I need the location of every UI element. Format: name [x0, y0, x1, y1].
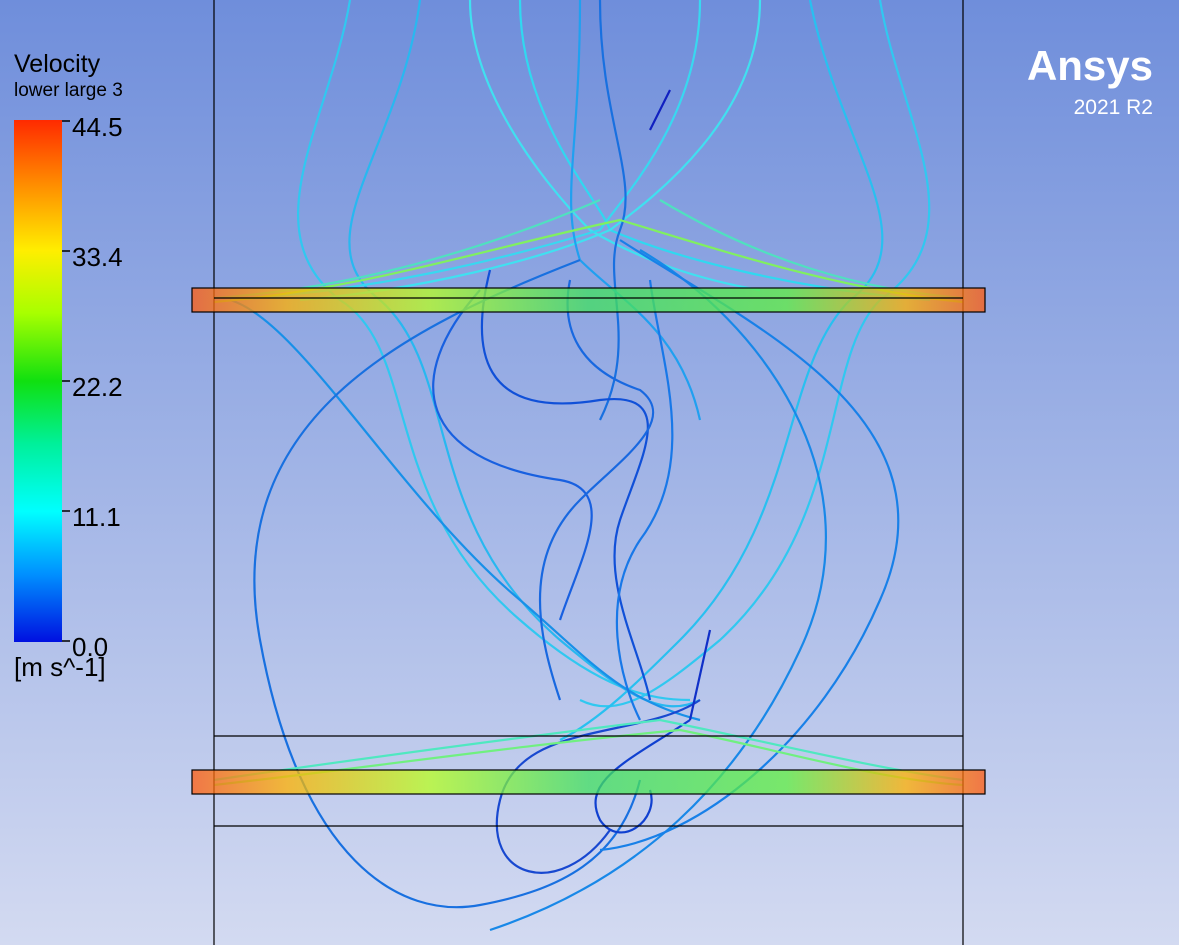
lower-plate	[192, 770, 985, 794]
tick-label: 44.5	[72, 112, 123, 143]
page: {"legend": {"title": "Velocity", "variab…	[0, 0, 1179, 945]
background	[0, 0, 1179, 945]
tick-label: 22.2	[72, 372, 123, 403]
legend-variable: lower large 3	[14, 80, 123, 102]
legend-unit: [m s^-1]	[14, 652, 106, 683]
colorbar	[14, 120, 62, 642]
tick-label: 11.1	[72, 502, 121, 533]
brand-name: Ansys	[1027, 42, 1153, 90]
upper-plate	[192, 288, 985, 312]
tick-label: 33.4	[72, 242, 123, 273]
viewport	[0, 0, 1179, 945]
legend-title: Velocity	[14, 50, 100, 79]
brand-version: 2021 R2	[1074, 96, 1153, 120]
